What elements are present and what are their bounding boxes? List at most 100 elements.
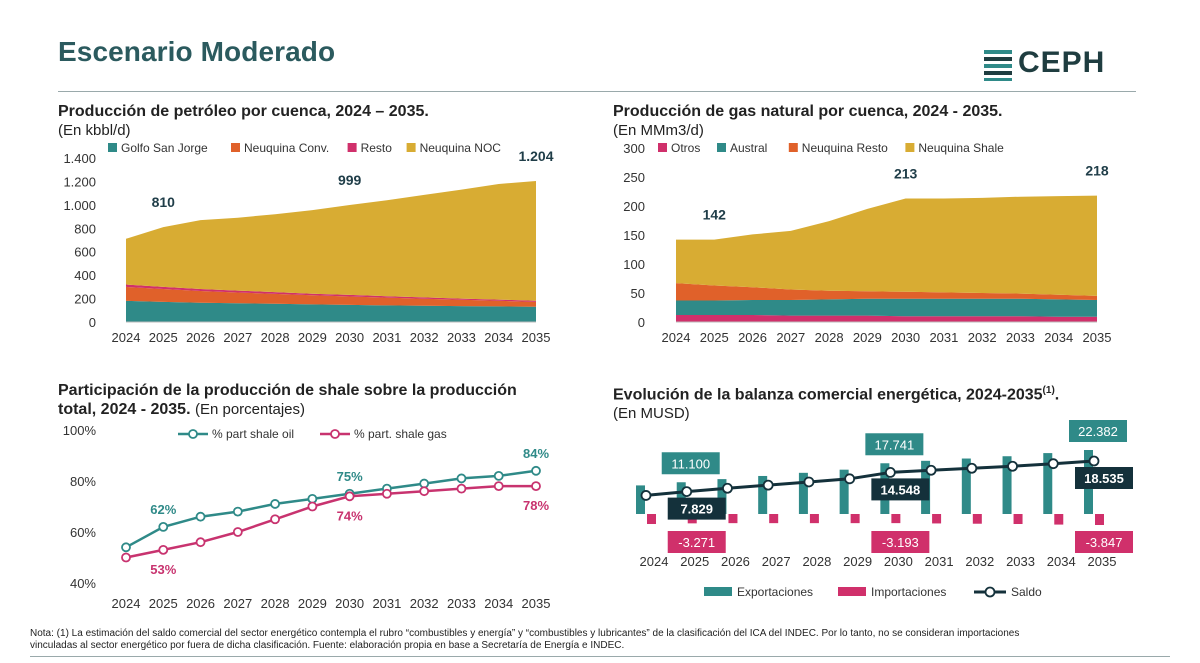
shale-series-line-1 — [125, 484, 536, 559]
shale-x-tick-label: 2026 — [186, 596, 215, 611]
shale-chart-title-line2: total, 2024 - 2035. — [58, 401, 191, 418]
shale-legend-label: % part shale oil — [212, 427, 294, 441]
shale-series-point — [158, 522, 169, 532]
gas-data-label: 142 — [703, 207, 727, 223]
oil-chart-heading: Producción de petróleo por cuenca, 2024 … — [58, 102, 429, 140]
gas-area-series-2 — [676, 283, 1097, 301]
oil-x-tick-label: 2034 — [484, 330, 513, 345]
trade-legend-swatch — [704, 587, 732, 596]
oil-x-tick-label: 2027 — [223, 330, 252, 345]
trade-x-tick-label: 2034 — [1047, 554, 1076, 569]
trade-label-box — [871, 531, 930, 553]
gas-x-tick-label: 2024 — [662, 330, 691, 345]
trade-saldo-point — [884, 467, 896, 478]
oil-y-tick-label: 1.400 — [63, 151, 96, 166]
shale-data-label: 74% — [337, 508, 363, 523]
ceph-logo: CEPH — [982, 44, 1132, 84]
trade-saldo-point — [681, 486, 693, 498]
gas-legend-label: Neuquina Resto — [802, 141, 888, 155]
shale-x-tick-label: 2033 — [447, 596, 476, 611]
trade-legend-label: Saldo — [1011, 585, 1042, 599]
shale-series-point — [121, 542, 131, 553]
shale-series-point — [531, 465, 541, 476]
oil-data-label: 810 — [152, 194, 176, 210]
trade-saldo-point — [844, 473, 856, 485]
trade-saldo-point — [1047, 458, 1059, 470]
trade-x-tick-label: 2033 — [1006, 554, 1035, 569]
trade-data-label: 11.100 — [671, 456, 710, 471]
trade-label-box — [1075, 531, 1133, 553]
oil-area-series-3 — [126, 181, 536, 301]
shale-series-point — [158, 544, 169, 555]
trade-legend-marker — [984, 586, 996, 598]
shale-x-tick-label: 2028 — [261, 596, 290, 611]
shale-legend-marker — [330, 429, 340, 439]
trade-label-box — [1075, 467, 1133, 490]
trade-saldo-point — [1007, 460, 1018, 472]
trade-saldo-point — [762, 479, 774, 491]
trade-import-bar — [647, 514, 656, 525]
trade-label-box — [667, 531, 726, 553]
trade-chart-title-end: . — [1054, 386, 1060, 404]
trade-data-label: -3.847 — [1086, 535, 1123, 550]
oil-x-tick-label: 2031 — [372, 330, 401, 345]
oil-area-series-1 — [126, 286, 536, 307]
shale-data-label: 75% — [337, 469, 363, 484]
gas-chart-title: Producción de gas natural por cuenca, 20… — [613, 103, 1003, 120]
oil-y-tick-label: 1.000 — [63, 198, 96, 213]
shale-series-point — [456, 483, 467, 494]
oil-y-tick-label: 600 — [74, 245, 96, 260]
gas-y-tick-label: 200 — [623, 199, 645, 214]
oil-legend-swatch — [231, 143, 240, 152]
gas-legend-swatch — [717, 143, 726, 152]
trade-export-bar — [717, 479, 727, 514]
shale-x-tick-label: 2024 — [112, 596, 141, 611]
trade-data-label: -3.193 — [882, 535, 919, 550]
trade-saldo-point — [925, 464, 937, 476]
shale-chart-title-line1: Participación de la producción de shale … — [58, 382, 517, 399]
shale-y-tick-label: 100% — [63, 423, 97, 438]
trade-label-box — [1069, 420, 1127, 442]
shale-chart-subtitle: (En porcentajes) — [194, 401, 306, 418]
trade-legend-label: Exportaciones — [737, 585, 813, 599]
oil-x-tick-label: 2024 — [112, 330, 141, 345]
shale-x-tick-label: 2035 — [522, 596, 551, 611]
oil-legend-label: Golfo San Jorge — [121, 141, 208, 155]
gas-legend-swatch — [905, 143, 915, 152]
oil-chart-subtitle: (En kbbl/d) — [58, 122, 131, 139]
trade-legend-label: Importaciones — [871, 585, 946, 599]
trade-x-tick-label: 2026 — [721, 554, 750, 569]
oil-legend-swatch — [108, 143, 117, 152]
shale-legend-label: % part. shale gas — [354, 427, 447, 441]
oil-legend-swatch — [406, 143, 416, 152]
trade-x-tick-label: 2032 — [965, 554, 994, 569]
gas-area-series-3 — [676, 195, 1097, 296]
gas-legend-swatch — [658, 143, 667, 152]
trade-saldo-point — [1088, 455, 1100, 467]
trade-label-box — [865, 433, 924, 456]
shale-series-point — [344, 491, 355, 502]
shale-series-point — [195, 537, 206, 548]
trade-export-bar — [1002, 456, 1012, 514]
gas-x-tick-label: 2028 — [815, 330, 844, 345]
shale-data-label: 62% — [150, 502, 176, 517]
gas-legend-label: Otros — [671, 141, 700, 155]
trade-data-label: -3.271 — [678, 535, 715, 550]
trade-saldo-point — [640, 490, 652, 501]
gas-y-tick-label: 0 — [638, 315, 645, 330]
trade-import-bar — [769, 514, 779, 524]
gas-y-tick-label: 50 — [631, 286, 645, 301]
trade-import-bar — [932, 514, 942, 524]
trade-import-bar — [1054, 514, 1064, 525]
trade-export-bar — [798, 472, 808, 514]
oil-x-tick-label: 2035 — [522, 330, 551, 345]
trade-import-bar — [1013, 514, 1023, 525]
trade-x-tick-label: 2031 — [925, 554, 954, 569]
oil-x-tick-label: 2030 — [335, 330, 364, 345]
gas-x-tick-label: 2030 — [891, 330, 920, 345]
oil-data-label: 999 — [338, 172, 362, 188]
shale-chart-heading: Participación de la producción de shale … — [58, 381, 517, 419]
gas-x-tick-label: 2031 — [929, 330, 958, 345]
gas-legend-label: Neuquina Shale — [918, 141, 1004, 155]
gas-area-series-1 — [676, 298, 1097, 317]
